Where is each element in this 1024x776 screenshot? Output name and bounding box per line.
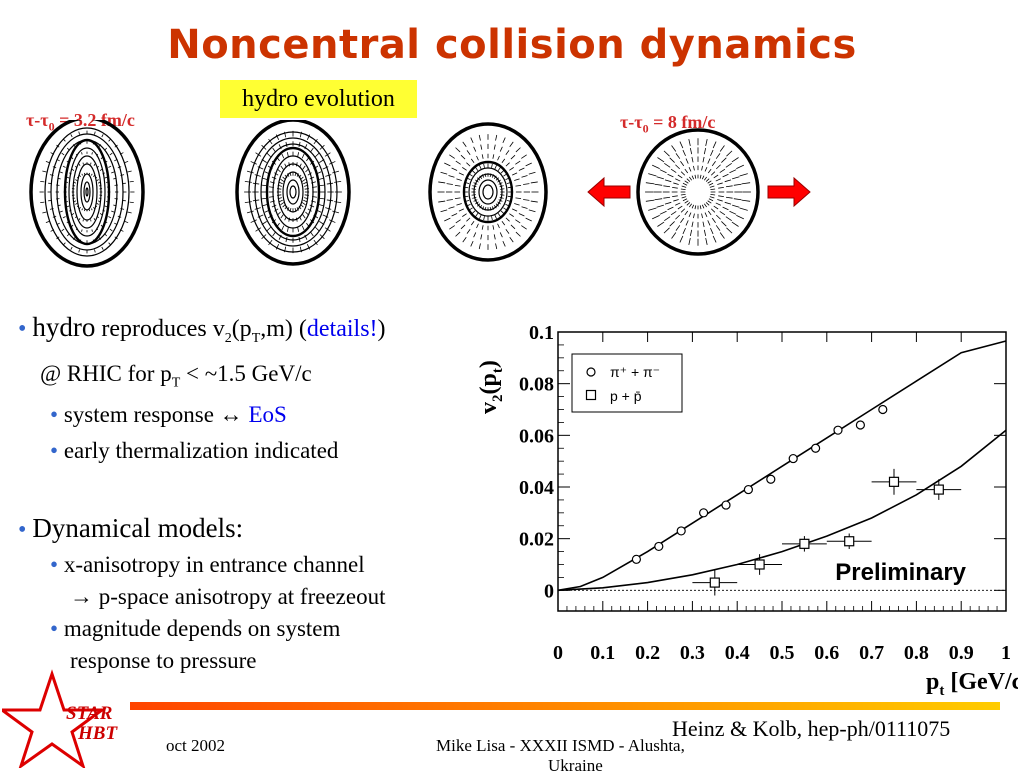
pion-point bbox=[767, 475, 775, 483]
footer-divider bbox=[130, 702, 1000, 710]
y-tick-label: 0.1 bbox=[529, 322, 554, 344]
sub-bullet-magnitude: • magnitude depends on system bbox=[18, 613, 488, 645]
hydro-snapshot-1 bbox=[31, 120, 143, 266]
pion-point bbox=[744, 486, 752, 494]
bullet-dynamical-models: • Dynamical models: bbox=[18, 513, 488, 545]
sub-bullet-thermalization: • early thermalization indicated bbox=[18, 435, 488, 467]
chart-legend: π⁺ + π⁻ p + p̄ bbox=[572, 354, 682, 412]
y-tick-label: 0.08 bbox=[519, 374, 554, 396]
left-arrow-icon bbox=[588, 178, 630, 206]
proton-point bbox=[755, 560, 764, 569]
eos-link[interactable]: EoS bbox=[248, 402, 286, 427]
y-tick-label: 0 bbox=[544, 580, 554, 602]
x-tick-label: 0.2 bbox=[635, 642, 660, 664]
sub-bullet-eos: • system response ↔ EoS bbox=[18, 399, 488, 431]
legend-circle-marker bbox=[587, 368, 595, 376]
pion-point bbox=[834, 426, 842, 434]
bullet-list: • hydro reproduces v2(pT,m) (details!) @… bbox=[18, 312, 488, 677]
x-tick-label: 0.7 bbox=[859, 642, 884, 664]
x-tick-label: 0.9 bbox=[949, 642, 974, 664]
preliminary-annotation: Preliminary bbox=[835, 559, 966, 586]
sub-bullet-anisotropy-line2: → p-space anisotropy at freezeout bbox=[18, 581, 488, 613]
legend-square-marker bbox=[587, 391, 596, 400]
details-link[interactable]: details! bbox=[307, 316, 378, 342]
y-tick-label: 0.04 bbox=[519, 477, 554, 499]
x-tick-label: 0.5 bbox=[770, 642, 795, 664]
x-tick-label: 0 bbox=[553, 642, 563, 664]
sub-bullet-anisotropy: • x-anisotropy in entrance channel bbox=[18, 549, 488, 581]
proton-point bbox=[934, 485, 943, 494]
hydro-snapshot-2 bbox=[237, 120, 349, 264]
x-tick-label: 0.1 bbox=[590, 642, 615, 664]
footer-presenter-line2: Ukraine bbox=[548, 756, 603, 776]
x-tick-label: 1 bbox=[1001, 642, 1011, 664]
hydro-snapshot-4 bbox=[638, 130, 758, 254]
proton-point bbox=[800, 539, 809, 548]
bullet-rhic: @ RHIC for pT < ~1.5 GeV/c bbox=[18, 358, 488, 400]
x-tick-label: 0.8 bbox=[904, 642, 929, 664]
proton-point bbox=[890, 477, 899, 486]
footer-date: oct 2002 bbox=[166, 736, 225, 756]
right-arrow-icon bbox=[768, 178, 810, 206]
y-axis-label: v2(pt) bbox=[478, 360, 506, 414]
x-tick-label: 0.3 bbox=[680, 642, 705, 664]
pion-point bbox=[789, 455, 797, 463]
pion-point bbox=[856, 421, 864, 429]
legend-label-pions: π⁺ + π⁻ bbox=[610, 364, 660, 380]
v2-chart: 0 0.1 0.2 0.3 0.4 0.5 0.6 0.7 0.8 0.9 1 0 0.02 0.04 0.… bbox=[478, 318, 1018, 700]
hydro-snapshot-3 bbox=[430, 124, 546, 260]
x-tick-label: 0.4 bbox=[725, 642, 750, 664]
pion-point bbox=[812, 444, 820, 452]
pion-point bbox=[677, 527, 685, 535]
x-tick-label: 0.6 bbox=[814, 642, 839, 664]
y-tick-label: 0.02 bbox=[519, 529, 554, 551]
pion-point bbox=[655, 542, 663, 550]
citation-credit: Heinz & Kolb, hep-ph/0111075 bbox=[668, 716, 954, 742]
hydro-evolution-diagram bbox=[0, 120, 1024, 280]
y-tick-label: 0.06 bbox=[519, 425, 554, 447]
pion-point bbox=[722, 501, 730, 509]
legend-label-protons: p + p̄ bbox=[610, 388, 642, 404]
footer-presenter: Mike Lisa - XXXII ISMD - Alushta, bbox=[436, 736, 685, 756]
pion-point bbox=[879, 406, 887, 414]
pion-point bbox=[700, 509, 708, 517]
x-axis-label: pt [GeV/c] bbox=[926, 669, 1018, 699]
pion-point bbox=[632, 555, 640, 563]
slide-title: Noncentral collision dynamics bbox=[0, 22, 1024, 68]
proton-point bbox=[845, 537, 854, 546]
proton-point bbox=[710, 578, 719, 587]
bullet-hydro: • hydro reproduces v2(pT,m) (details!) bbox=[18, 312, 488, 354]
hydro-evolution-label: hydro evolution bbox=[220, 80, 417, 118]
